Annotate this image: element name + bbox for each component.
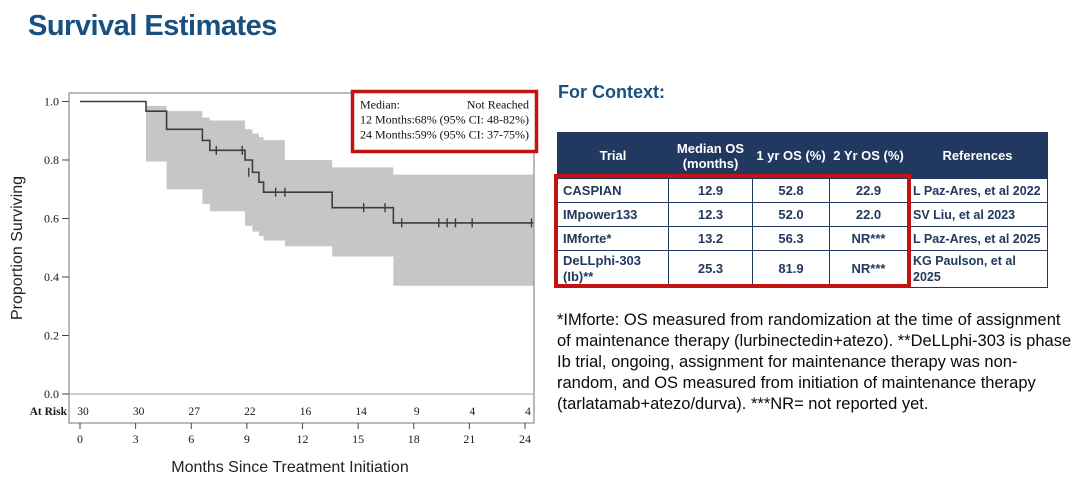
header-1yr-os: 1 yr OS (%) bbox=[752, 132, 830, 179]
at-risk-count: 4 bbox=[470, 406, 476, 418]
x-tick-label: 6 bbox=[188, 432, 194, 446]
table-row: IMpower133 12.3 52.0 22.0 SV Liu, et al 2023 bbox=[557, 202, 1048, 227]
y-tick-label: 0.2 bbox=[44, 329, 59, 343]
at-risk-count: 9 bbox=[414, 406, 420, 418]
x-tick-label: 21 bbox=[463, 432, 475, 446]
table-cell: KG Paulson, et al 2025 bbox=[907, 250, 1048, 288]
at-risk-label: At Risk bbox=[30, 406, 68, 418]
km-step-line bbox=[80, 100, 534, 224]
x-tick-label: 18 bbox=[408, 432, 420, 446]
annotation-12mo-label: 12 Months: bbox=[360, 113, 415, 127]
annotation-median-value: Not Reached bbox=[467, 98, 529, 112]
table-cell: 12.3 bbox=[668, 202, 753, 227]
survival-curve bbox=[80, 100, 534, 228]
axis-ticks: 0.0 0.2 0.4 0.6 0.8 1.0 0 30 3 30 6 27 9 22 12 16 15 14 18… bbox=[44, 95, 531, 447]
table-cell: NR*** bbox=[829, 250, 908, 288]
y-tick-label: 1.0 bbox=[44, 95, 59, 109]
y-tick-label: 0.4 bbox=[44, 270, 59, 284]
table-cell: 81.9 bbox=[752, 250, 830, 288]
table-cell: DeLLphi-303 (Ib)** bbox=[557, 250, 669, 288]
x-tick-label: 0 bbox=[77, 432, 83, 446]
table-cell: SV Liu, et al 2023 bbox=[907, 202, 1048, 227]
page-title: Survival Estimates bbox=[28, 10, 277, 42]
table-cell: 52.0 bbox=[752, 202, 830, 227]
y-axis-label: Proportion Surviving bbox=[9, 176, 26, 320]
table-header-row: Trial Median OS (months) 1 yr OS (%) 2 Y… bbox=[557, 132, 1048, 179]
table-cell: IMpower133 bbox=[557, 202, 669, 227]
table-cell: L Paz-Ares, et al 2022 bbox=[907, 178, 1048, 203]
annotation-24mo-label: 24 Months: bbox=[360, 128, 415, 142]
footnote-text: *IMforte: OS measured from randomization… bbox=[557, 311, 1072, 413]
x-tick-label: 9 bbox=[244, 432, 250, 446]
table-row: CASPIAN 12.9 52.8 22.9 L Paz-Ares, et al 202… bbox=[557, 178, 1048, 203]
annotation-24mo-value: 59% (95% CI: 37-75%) bbox=[415, 128, 529, 142]
table-row: DeLLphi-303 (Ib)** 25.3 81.9 NR*** KG Paulso… bbox=[557, 250, 1048, 288]
table-cell: 52.8 bbox=[752, 178, 830, 203]
context-heading: For Context: bbox=[558, 82, 665, 102]
at-risk-count: 30 bbox=[77, 406, 89, 418]
median-annotation-box: Median: Not Reached 12 Months: 68% (95% … bbox=[350, 89, 539, 154]
table-cell: 22.9 bbox=[829, 178, 908, 203]
x-tick-label: 24 bbox=[519, 432, 531, 446]
km-chart-svg: 0.0 0.2 0.4 0.6 0.8 1.0 0 30 3 30 6 27 9 22 12 16 15 14 18… bbox=[9, 89, 539, 476]
header-median-os: Median OS (months) bbox=[668, 132, 753, 179]
table-cell: 12.9 bbox=[668, 178, 753, 203]
header-2yr-os: 2 Yr OS (%) bbox=[829, 132, 908, 179]
at-risk-count: 4 bbox=[525, 406, 531, 418]
annotation-12mo-value: 68% (95% CI: 48-82%) bbox=[415, 113, 529, 127]
table-cell: NR*** bbox=[829, 226, 908, 251]
table-cell: L Paz-Ares, et al 2025 bbox=[907, 226, 1048, 251]
at-risk-count: 16 bbox=[300, 406, 312, 418]
at-risk-count: 30 bbox=[133, 406, 145, 418]
table-cell: 56.3 bbox=[752, 226, 830, 251]
y-tick-label: 0.8 bbox=[44, 153, 59, 167]
table-cell: IMforte* bbox=[557, 226, 669, 251]
x-axis-label: Months Since Treatment Initiation bbox=[171, 459, 408, 476]
header-trial: Trial bbox=[557, 132, 669, 179]
header-references: References bbox=[907, 132, 1048, 179]
km-survival-chart: 0.0 0.2 0.4 0.6 0.8 1.0 0 30 3 30 6 27 9 22 12 16 15 14 18… bbox=[0, 80, 550, 495]
table-row: IMforte* 13.2 56.3 NR*** L Paz-Ares, et al 2… bbox=[557, 226, 1048, 251]
context-table-container: Trial Median OS (months) 1 yr OS (%) 2 Y… bbox=[554, 132, 1048, 288]
table-cell: CASPIAN bbox=[557, 178, 669, 203]
at-risk-count: 27 bbox=[189, 406, 201, 418]
y-tick-label: 0.6 bbox=[44, 212, 59, 226]
x-tick-label: 12 bbox=[297, 432, 309, 446]
table-cell: 13.2 bbox=[668, 226, 753, 251]
table-cell: 25.3 bbox=[668, 250, 753, 288]
x-tick-label: 3 bbox=[133, 432, 139, 446]
y-tick-label: 0.0 bbox=[44, 387, 59, 401]
table-cell: 22.0 bbox=[829, 202, 908, 227]
plot-frame bbox=[68, 92, 535, 424]
at-risk-count: 14 bbox=[355, 406, 367, 418]
context-table: Trial Median OS (months) 1 yr OS (%) 2 Y… bbox=[557, 132, 1048, 288]
annotation-median-label: Median: bbox=[360, 98, 400, 112]
x-tick-label: 15 bbox=[352, 432, 364, 446]
annotation-red-border bbox=[350, 89, 539, 154]
at-risk-count: 22 bbox=[244, 406, 256, 418]
